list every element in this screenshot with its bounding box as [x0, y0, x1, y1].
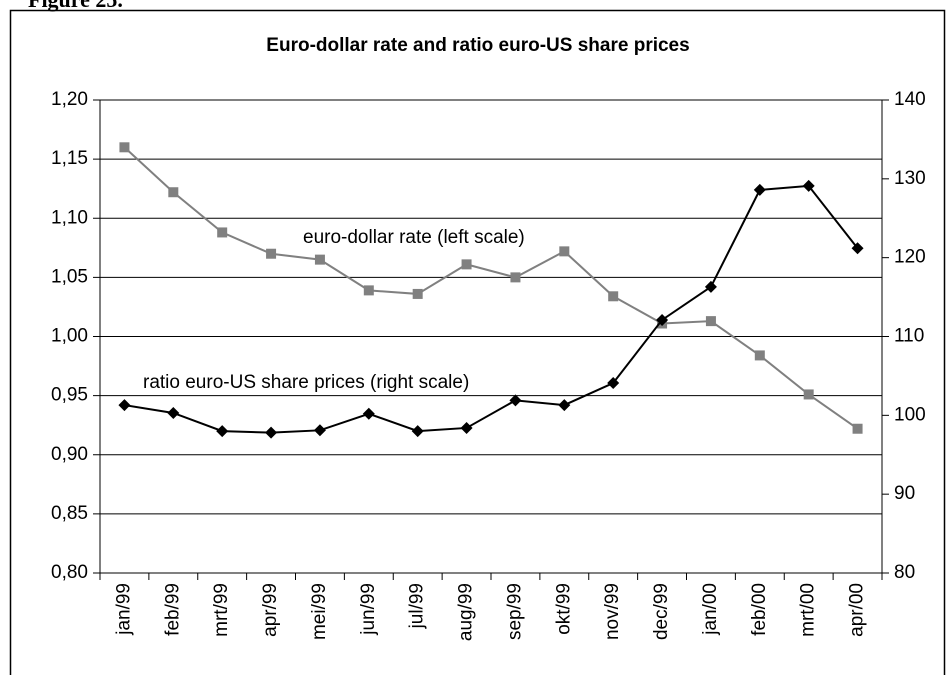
y-tick-label: 1,00 — [51, 326, 88, 347]
point — [510, 272, 521, 283]
point — [753, 183, 766, 196]
x-tick-label: feb/00 — [749, 583, 770, 636]
chart-frame — [9, 9, 946, 675]
point — [313, 424, 326, 437]
point — [362, 407, 375, 420]
x-tick-label: jan/99 — [113, 583, 134, 636]
x-tick-label: aug/99 — [456, 583, 477, 641]
point — [461, 259, 472, 270]
y-tick-label: 0,95 — [51, 385, 88, 406]
point — [704, 280, 717, 293]
point — [559, 246, 570, 257]
point — [118, 399, 131, 412]
x-tick-label: jul/99 — [407, 583, 428, 629]
point — [852, 423, 863, 434]
point — [705, 316, 716, 327]
x-tick-label: mrt/99 — [211, 583, 232, 637]
point — [217, 227, 228, 238]
point — [265, 426, 278, 439]
point — [314, 254, 325, 265]
point — [802, 179, 815, 192]
x-tick-label: mrt/00 — [798, 583, 819, 637]
point — [803, 389, 814, 400]
point — [363, 285, 374, 296]
point — [168, 187, 179, 198]
point — [266, 248, 277, 259]
y-tick-label: 0,80 — [51, 562, 88, 583]
y2-tick-label: 140 — [894, 89, 926, 110]
y-tick-label: 1,10 — [51, 207, 88, 228]
y2-tick-label: 80 — [894, 562, 915, 583]
series-annotation: ratio euro-US share prices (right scale) — [143, 372, 469, 393]
figure-caption: Figure 25. — [28, 0, 123, 12]
point — [411, 425, 424, 438]
x-tick-label: jun/99 — [358, 583, 379, 636]
y-tick-label: 0,90 — [51, 444, 88, 465]
y-tick-label: 1,15 — [51, 148, 88, 169]
point — [558, 399, 571, 412]
x-tick-label: dec/99 — [651, 583, 672, 640]
y-tick-label: 1,20 — [51, 89, 88, 110]
point — [412, 288, 423, 299]
x-tick-label: apr/00 — [847, 583, 868, 637]
y2-tick-label: 90 — [894, 483, 915, 504]
y2-tick-label: 110 — [894, 326, 924, 347]
point — [754, 350, 765, 361]
x-tick-label: nov/99 — [602, 583, 623, 640]
point — [460, 421, 473, 434]
point — [509, 394, 522, 407]
series-annotation: euro-dollar rate (left scale) — [303, 227, 525, 248]
x-tick-label: jan/00 — [700, 583, 721, 636]
y2-tick-label: 100 — [894, 404, 926, 425]
x-tick-label: feb/99 — [162, 583, 183, 636]
point — [851, 242, 864, 255]
series-line — [124, 184, 859, 434]
point — [607, 377, 620, 390]
point — [119, 142, 130, 153]
series-line — [123, 146, 859, 430]
x-tick-label: sep/99 — [504, 583, 525, 640]
x-tick-label: okt/99 — [553, 583, 574, 635]
chart-title: Euro-dollar rate and ratio euro-US share… — [266, 35, 689, 56]
y-tick-label: 0,85 — [51, 503, 88, 524]
x-tick-label: apr/99 — [260, 583, 281, 637]
point — [167, 406, 180, 419]
point — [216, 425, 229, 438]
x-tick-label: mei/99 — [309, 583, 330, 640]
y-tick-label: 1,05 — [51, 266, 88, 287]
point — [656, 313, 669, 326]
y2-tick-label: 120 — [894, 247, 926, 268]
point — [608, 291, 619, 302]
y2-tick-label: 130 — [894, 168, 926, 189]
